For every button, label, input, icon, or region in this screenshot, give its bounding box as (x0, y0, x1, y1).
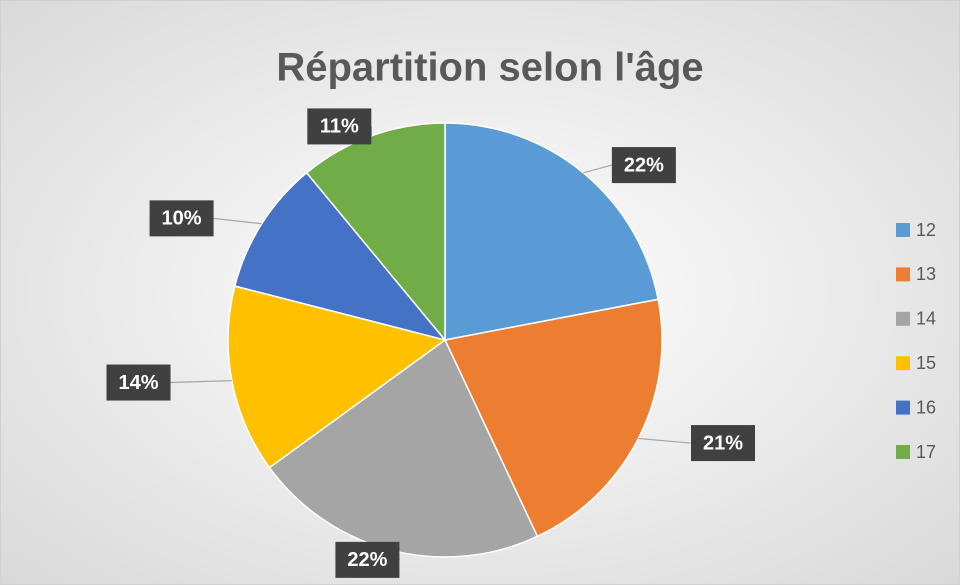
data-label-box (106, 364, 171, 401)
legend-swatch (896, 445, 910, 459)
legend-swatch (896, 267, 910, 282)
legend: 12 13 14 15 16 17 (896, 220, 936, 462)
data-labels: 22% 21% 22% 14% 10% 11% (106, 108, 755, 578)
legend-swatch (896, 223, 910, 237)
pie-slice (443, 298, 663, 538)
leader-line (638, 437, 692, 444)
data-label: 10% (162, 208, 202, 230)
data-label: 22% (624, 154, 664, 176)
pie-slice (444, 122, 660, 341)
data-label-box (690, 425, 755, 462)
legend-label: 13 (916, 264, 936, 284)
data-label: 14% (119, 372, 159, 394)
legend-swatch (896, 311, 910, 326)
chart-title: Répartition selon l'âge (276, 46, 703, 90)
legend-swatch (896, 400, 910, 415)
legend-label: 14 (916, 309, 936, 329)
legend-swatch (896, 356, 910, 371)
legend-label: 12 (916, 220, 936, 240)
legend-label: 15 (916, 353, 936, 373)
data-label: 21% (703, 432, 743, 454)
legend-label: 17 (916, 442, 936, 462)
leader-line (170, 380, 232, 384)
data-label-box (611, 147, 676, 184)
data-label: 11% (320, 116, 359, 138)
legend-label: 16 (916, 397, 936, 417)
pie (227, 122, 663, 558)
data-label-box (307, 108, 372, 145)
pie-slice (305, 122, 446, 343)
data-label-box (149, 200, 214, 237)
leader-line (583, 164, 613, 174)
data-label-box (335, 541, 400, 578)
leader-line (213, 217, 262, 225)
data-label: 22% (347, 549, 387, 571)
